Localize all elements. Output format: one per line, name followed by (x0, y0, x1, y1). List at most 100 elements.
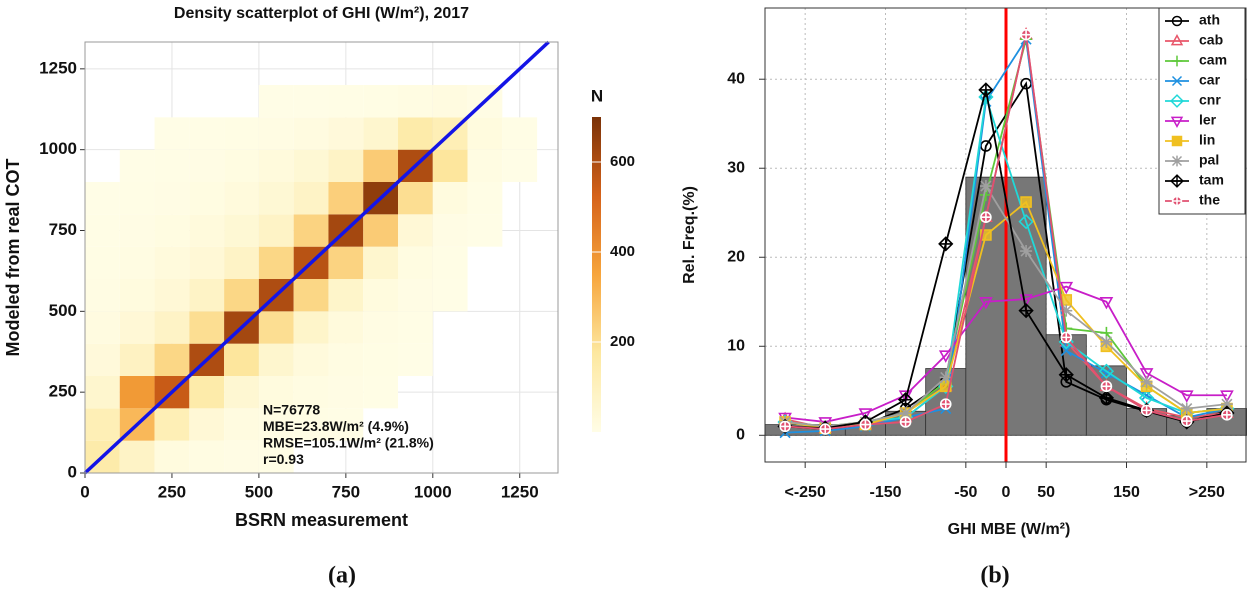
legend-marker (1171, 75, 1183, 87)
x-axis-label: GHI MBE (W/m²) (948, 521, 1071, 538)
series-marker (1060, 304, 1073, 317)
density-cell (398, 343, 433, 377)
y-tick-label: 0 (736, 427, 745, 444)
series-line (785, 36, 1228, 434)
density-cell (85, 408, 120, 441)
series-marker (1020, 245, 1033, 258)
density-cell (119, 343, 155, 377)
density-cell (189, 149, 225, 183)
legend-label: tam (1199, 172, 1224, 188)
density-cell (432, 182, 468, 215)
density-cell (328, 376, 364, 409)
series-marker (1020, 28, 1032, 41)
y-tick-label: 30 (727, 159, 745, 176)
density-cell (467, 117, 503, 150)
series-marker (779, 420, 791, 433)
series-marker (1018, 303, 1034, 319)
legend-label: car (1199, 72, 1221, 88)
density-cell (293, 149, 329, 183)
series-marker (1018, 214, 1034, 230)
density-cell (363, 279, 399, 312)
series-marker (1221, 409, 1233, 421)
density-cell (85, 311, 120, 344)
density-cell (258, 117, 294, 150)
density-cell (85, 376, 120, 409)
series-line (784, 285, 1227, 423)
x-tick-label: -150 (869, 484, 901, 501)
y-tick-label: 1250 (39, 58, 77, 77)
density-cell (189, 408, 225, 441)
x-tick-label: 1000 (414, 482, 452, 501)
plot-frame (764, 7, 1247, 463)
x-tick-label: -50 (954, 484, 977, 501)
x-tick-label: 750 (332, 482, 360, 501)
density-cell (85, 246, 120, 280)
density-cell (398, 311, 433, 344)
series-marker (938, 350, 953, 363)
legend-label: the (1199, 192, 1220, 208)
density-cell (432, 246, 468, 280)
density-cell (363, 85, 399, 118)
density-cell (224, 246, 259, 280)
y-tick-label: 250 (49, 382, 77, 401)
legend-label: pal (1199, 152, 1219, 168)
x-tick-label: 50 (1037, 484, 1055, 501)
legend-marker (1170, 174, 1184, 188)
density-cell (293, 343, 329, 377)
colorbar-title: N (591, 86, 603, 105)
density-cell (432, 149, 468, 183)
density-cell (154, 117, 190, 150)
density-cell (189, 214, 225, 247)
density-cell (224, 279, 259, 312)
series-marker (980, 211, 992, 223)
density-cell (467, 214, 503, 247)
density-cell (328, 246, 364, 280)
x-tick-label: 500 (245, 482, 273, 501)
y-tick-label: 20 (727, 248, 745, 265)
density-cell (85, 279, 120, 312)
density-cell (258, 149, 294, 183)
y-tick-label: 1000 (39, 139, 77, 158)
caption: (b) (980, 563, 1009, 589)
density-cell (258, 376, 294, 409)
density-cell (224, 117, 259, 150)
legend-label: cnr (1199, 92, 1221, 108)
density-cell (363, 149, 399, 183)
density-cell (119, 440, 155, 473)
series-marker (859, 418, 872, 431)
density-cell (328, 311, 364, 344)
y-tick-label: 0 (68, 462, 77, 481)
series-marker (939, 398, 952, 410)
density-cell (328, 85, 364, 118)
legend-marker (1171, 55, 1183, 67)
density-cell (154, 311, 190, 344)
series-marker (819, 423, 832, 435)
density-cell (189, 246, 225, 280)
y-tick-label: 500 (49, 301, 77, 320)
x-tick-label: 150 (1113, 484, 1140, 501)
series-marker (1180, 415, 1193, 427)
series-marker (978, 89, 994, 105)
series-marker (1179, 390, 1194, 403)
density-cell (224, 376, 259, 409)
density-cell (224, 149, 259, 183)
series-marker (1220, 390, 1234, 403)
series-marker (979, 180, 992, 193)
series-marker (1098, 363, 1115, 379)
density-cell (467, 182, 503, 215)
colorbar-tick-label: 600 (610, 153, 635, 170)
series-marker (939, 371, 952, 384)
density-cell (293, 214, 329, 247)
colorbar (592, 117, 601, 432)
density-cell (363, 311, 399, 344)
density-cell (328, 279, 364, 312)
density-cell (258, 311, 294, 344)
density-cell (224, 182, 259, 215)
legend-marker (1170, 116, 1184, 128)
density-cell (293, 408, 329, 441)
annotation: RMSE=105.1W/m² (21.8%) (263, 435, 434, 451)
density-cell (85, 182, 120, 215)
density-cell (258, 408, 294, 441)
density-cell (119, 149, 155, 183)
density-cell (293, 85, 329, 118)
